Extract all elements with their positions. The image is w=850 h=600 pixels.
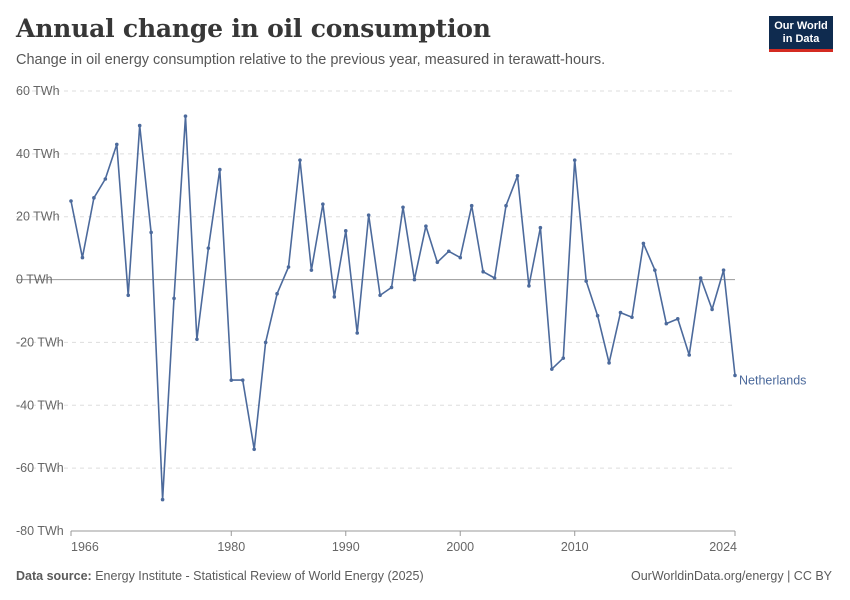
data-point[interactable]: [206, 246, 211, 250]
data-point[interactable]: [172, 296, 176, 301]
chart-title: Annual change in oil consumption: [16, 14, 491, 43]
data-point[interactable]: [240, 378, 245, 382]
data-point[interactable]: [504, 203, 508, 208]
data-point[interactable]: [183, 114, 188, 118]
y-tick-label: 0 TWh: [16, 273, 53, 287]
data-point[interactable]: [218, 167, 222, 172]
data-point[interactable]: [298, 158, 302, 162]
data-point[interactable]: [630, 315, 634, 320]
data-point[interactable]: [69, 199, 73, 203]
data-point[interactable]: [114, 142, 119, 147]
data-point[interactable]: [584, 279, 588, 283]
data-point[interactable]: [355, 331, 360, 335]
data-point[interactable]: [424, 224, 428, 228]
data-point[interactable]: [309, 268, 314, 272]
source-label: Data source:: [16, 569, 92, 583]
y-tick-label: -60 TWh: [16, 461, 64, 475]
data-point[interactable]: [435, 260, 440, 265]
data-point[interactable]: [263, 340, 268, 345]
x-tick-label: 1990: [332, 540, 360, 554]
owid-logo[interactable]: Our World in Data: [769, 16, 833, 52]
data-point[interactable]: [80, 255, 85, 260]
data-point[interactable]: [721, 268, 726, 272]
logo-line-2: in Data: [782, 33, 820, 45]
x-tick-label: 1966: [71, 540, 99, 554]
footer-source: Data source: Energy Institute - Statisti…: [16, 569, 424, 583]
data-point[interactable]: [252, 447, 256, 452]
data-point[interactable]: [675, 317, 680, 321]
data-point[interactable]: [378, 293, 382, 298]
data-point[interactable]: [103, 177, 108, 181]
data-point[interactable]: [149, 230, 153, 235]
y-tick-label: -80 TWh: [16, 524, 64, 538]
footer-credit[interactable]: OurWorldinData.org/energy | CC BY: [630, 569, 832, 583]
data-point[interactable]: [137, 123, 142, 128]
data-point[interactable]: [412, 277, 417, 282]
data-point[interactable]: [401, 205, 405, 210]
x-tick-label: 2000: [446, 540, 474, 554]
y-tick-label: -20 TWh: [16, 335, 64, 349]
x-tick-label: 2024: [709, 540, 737, 554]
data-point[interactable]: [687, 353, 692, 357]
data-point[interactable]: [607, 361, 611, 365]
data-point[interactable]: [389, 285, 394, 290]
y-tick-label: 40 TWh: [16, 147, 60, 161]
y-tick-label: -40 TWh: [16, 398, 64, 412]
gridlines: [16, 90, 735, 469]
data-point[interactable]: [160, 497, 165, 502]
data-point[interactable]: [653, 268, 657, 272]
data-point[interactable]: [561, 356, 566, 360]
data-point[interactable]: [481, 269, 485, 274]
chart-subtitle: Change in oil energy consumption relativ…: [16, 52, 606, 68]
x-tick-label: 1980: [217, 540, 245, 554]
data-point[interactable]: [550, 367, 554, 371]
data-point[interactable]: [538, 225, 543, 230]
data-point[interactable]: [710, 307, 714, 312]
data-point[interactable]: [229, 378, 234, 382]
data-point[interactable]: [515, 174, 520, 178]
data-point[interactable]: [572, 158, 577, 162]
data-point[interactable]: [664, 321, 669, 326]
data-point[interactable]: [321, 202, 325, 206]
y-axis-ticks: 60 TWh 40 TWh 20 TWh 0 TWh -20 TWh -40 TWh -60…: [16, 84, 64, 538]
data-point[interactable]: [446, 249, 451, 254]
line-chart: 60 TWh 40 TWh 20 TWh 0 TWh -20 TWh -40 TWh -60…: [16, 84, 806, 554]
data-point[interactable]: [641, 241, 646, 246]
data-point[interactable]: [286, 265, 291, 269]
data-point[interactable]: [92, 196, 96, 200]
data-point[interactable]: [733, 373, 737, 378]
series-line[interactable]: [70, 115, 736, 501]
data-point[interactable]: [343, 229, 348, 233]
x-axis-ticks: 1966 1980 1990 2000 2010 2024: [70, 530, 737, 554]
data-point[interactable]: [618, 310, 623, 315]
y-tick-label: 20 TWh: [16, 210, 60, 224]
logo-line-1: Our World: [774, 20, 828, 32]
data-point[interactable]: [126, 293, 131, 298]
source-text[interactable]: Energy Institute - Statistical Review of…: [95, 569, 424, 583]
y-tick-label: 60 TWh: [16, 84, 60, 98]
data-point[interactable]: [458, 255, 463, 260]
series-layer: Netherlands: [69, 114, 806, 502]
data-point[interactable]: [195, 337, 199, 342]
data-point[interactable]: [469, 203, 474, 208]
data-point[interactable]: [595, 313, 600, 318]
x-tick-label: 2010: [561, 540, 589, 554]
series-label-netherlands[interactable]: Netherlands: [739, 373, 806, 387]
data-point[interactable]: [527, 284, 531, 288]
data-point[interactable]: [332, 295, 337, 299]
data-point[interactable]: [698, 276, 703, 280]
data-point[interactable]: [275, 291, 279, 296]
data-point[interactable]: [492, 276, 497, 280]
data-point[interactable]: [366, 213, 371, 217]
